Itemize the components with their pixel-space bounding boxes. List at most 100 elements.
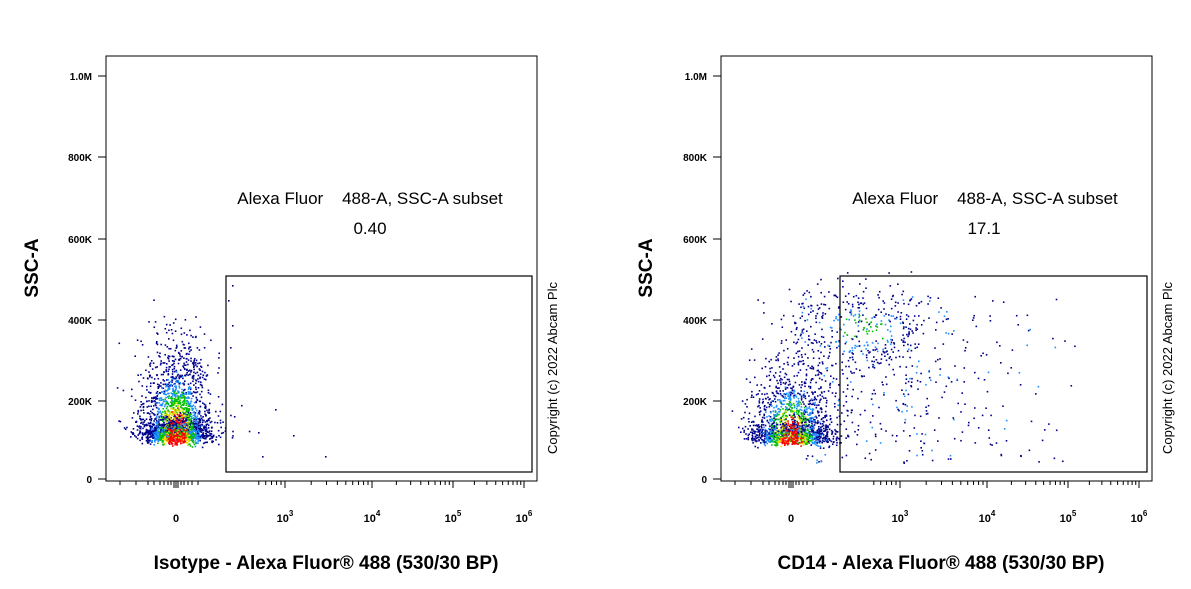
event-point [833, 441, 835, 443]
event-point [145, 385, 148, 388]
event-point [964, 403, 966, 405]
event-point [738, 426, 740, 429]
event-point [766, 375, 768, 378]
event-point [777, 441, 780, 443]
event-point [894, 301, 897, 304]
event-point [197, 422, 200, 425]
event-point [158, 397, 160, 400]
event-point [819, 421, 821, 424]
event-point [190, 405, 192, 407]
event-point [205, 405, 207, 408]
event-point [142, 402, 145, 405]
event-point [160, 430, 162, 432]
event-point [798, 425, 801, 427]
event-point [799, 430, 801, 432]
event-point [818, 439, 820, 441]
event-point [764, 387, 766, 389]
event-point [756, 425, 759, 428]
event-point [811, 399, 814, 402]
event-point [776, 413, 778, 416]
event-point [172, 408, 174, 410]
event-point [742, 416, 745, 419]
event-point [852, 388, 854, 391]
event-point [802, 435, 805, 437]
event-point [182, 365, 184, 367]
event-point [187, 411, 190, 414]
event-point [146, 400, 148, 403]
event-point [209, 433, 211, 435]
event-point [768, 440, 770, 443]
event-point [166, 396, 169, 398]
event-point [830, 440, 833, 443]
event-point [927, 404, 930, 407]
event-point [795, 434, 797, 436]
event-point [868, 352, 870, 354]
event-point [779, 409, 782, 411]
event-point [815, 317, 817, 320]
event-point [798, 404, 800, 407]
event-point [783, 349, 785, 352]
event-point [799, 422, 801, 424]
event-point [169, 412, 171, 414]
event-point [758, 439, 760, 442]
event-point [166, 423, 168, 425]
event-point [925, 406, 927, 408]
event-point [161, 418, 164, 421]
event-point [798, 430, 800, 432]
event-point [795, 407, 798, 410]
event-point [189, 445, 192, 447]
event-point [179, 357, 182, 360]
event-point [157, 439, 160, 442]
event-point [1000, 454, 1003, 457]
event-point [845, 454, 848, 457]
event-point [811, 431, 813, 433]
event-point [194, 421, 197, 423]
event-point [188, 387, 190, 389]
event-point [814, 416, 816, 418]
event-point [790, 427, 792, 429]
event-point [784, 397, 786, 400]
event-point [177, 421, 179, 424]
event-point [777, 432, 780, 435]
event-point [954, 365, 956, 367]
event-point [801, 412, 804, 415]
event-point [759, 413, 761, 416]
event-point [159, 410, 162, 412]
event-point [153, 430, 156, 433]
event-point [200, 417, 203, 419]
event-point [919, 381, 922, 383]
event-point [838, 384, 840, 386]
event-point [909, 377, 911, 380]
event-point [205, 437, 207, 440]
event-point [784, 444, 786, 446]
event-point [773, 438, 776, 440]
event-point [187, 396, 189, 398]
event-point [809, 437, 811, 440]
event-point [909, 356, 911, 359]
event-point [811, 422, 813, 425]
event-point [814, 443, 817, 446]
event-point [806, 439, 808, 442]
event-point [884, 323, 887, 326]
event-point [818, 307, 821, 309]
event-point [152, 434, 155, 437]
event-point [809, 417, 811, 419]
event-point [758, 402, 761, 404]
event-point [160, 403, 162, 406]
event-point [796, 405, 799, 408]
event-point [963, 381, 965, 383]
event-point [167, 373, 170, 376]
event-point [133, 412, 135, 414]
event-point [833, 294, 835, 297]
event-point [785, 407, 788, 410]
event-point [162, 411, 164, 413]
event-point [871, 360, 873, 363]
event-point [880, 311, 882, 313]
event-point [183, 362, 185, 365]
event-point [811, 348, 814, 351]
event-point [789, 392, 792, 395]
event-point [814, 374, 817, 377]
event-point [781, 403, 783, 406]
event-point [794, 322, 797, 324]
event-point [777, 358, 779, 360]
